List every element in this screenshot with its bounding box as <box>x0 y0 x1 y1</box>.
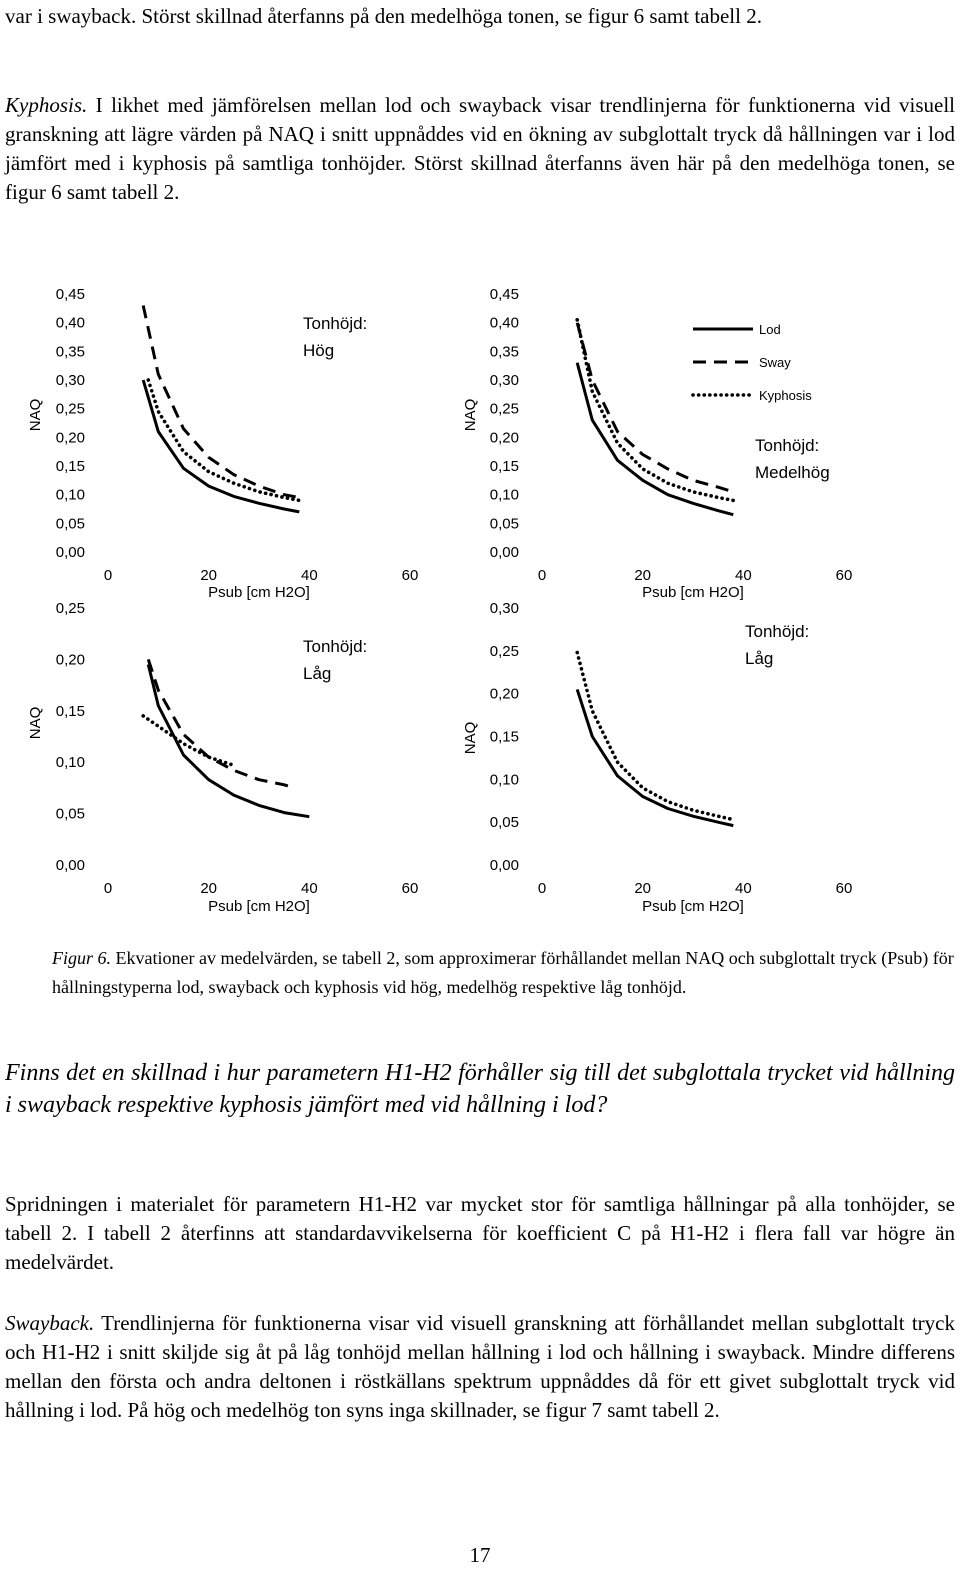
y-tick-label: 0,30 <box>490 600 519 617</box>
y-tick-label: 0,15 <box>490 729 519 746</box>
y-tick-label: 0,10 <box>56 487 85 504</box>
caption-text: Ekvationer av medelvärden, se tabell 2, … <box>52 948 954 997</box>
y-tick-label: 0,15 <box>56 458 85 475</box>
swayback-paragraph: Swayback. Trendlinjerna för funktionerna… <box>5 1309 955 1425</box>
series-line-sway <box>146 658 295 790</box>
legend-label-sway: Sway <box>759 355 791 370</box>
tonhojd-annotation: Tonhöjd: <box>303 637 367 656</box>
chart-panel-4: 0,00 0,05 0,10 0,15 0,20 0,25 0,30 0 20 40 60 Psub … <box>462 600 852 915</box>
tonhojd-annotation: Tonhöjd: <box>755 436 819 455</box>
x-tick-label: 40 <box>735 567 752 584</box>
tonhojd-annotation: Tonhöjd: <box>303 314 367 333</box>
tonhojd-annotation: Tonhöjd: <box>745 622 809 641</box>
x-tick-label: 0 <box>104 567 112 584</box>
series-line-kyphosis <box>141 714 236 768</box>
x-tick-label: 40 <box>301 880 318 897</box>
tonhojd-annotation: Låg <box>745 649 773 668</box>
y-axis-label: NAQ <box>27 707 44 740</box>
y-tick-label: 0,45 <box>56 286 85 303</box>
x-tick-label: 60 <box>836 880 853 897</box>
y-tick-label: 0,25 <box>56 401 85 418</box>
series-line-lod <box>141 379 300 514</box>
x-axis-label: Psub [cm H2O] <box>208 898 310 915</box>
y-tick-label: 0,00 <box>490 544 519 561</box>
y-tick-label: 0,15 <box>56 703 85 720</box>
x-tick-label: 20 <box>634 567 651 584</box>
figure-6: 0,00 0,05 0,10 0,15 0,20 0,25 0,30 0,35 0,40 0,45… <box>27 286 852 915</box>
y-tick-label: 0,30 <box>56 372 85 389</box>
y-tick-label: 0,35 <box>56 343 85 360</box>
x-tick-label: 60 <box>402 880 419 897</box>
kyphosis-paragraph: Kyphosis. I likhet med jämförelsen mella… <box>5 91 955 207</box>
x-tick-label: 0 <box>104 880 112 897</box>
x-tick-label: 20 <box>200 567 217 584</box>
x-tick-label: 60 <box>402 567 419 584</box>
tonhojd-annotation: Låg <box>303 664 331 683</box>
x-axis-label: Psub [cm H2O] <box>642 584 744 601</box>
y-tick-label: 0,25 <box>56 600 85 617</box>
series-line-lod <box>575 688 734 828</box>
swayback-text: Trendlinjerna för funktionerna visar vid… <box>5 1311 955 1422</box>
y-tick-label: 0,40 <box>56 315 85 332</box>
y-tick-label: 0,25 <box>490 643 519 660</box>
y-axis-label: NAQ <box>462 722 479 755</box>
y-tick-label: 0,20 <box>490 686 519 703</box>
kyphosis-text: I likhet med jämförelsen mellan lod och … <box>5 93 955 204</box>
series-line-lod <box>146 664 310 819</box>
legend-label-kyphosis: Kyphosis <box>759 388 812 403</box>
y-tick-label: 0,05 <box>490 814 519 831</box>
x-tick-label: 40 <box>735 880 752 897</box>
y-tick-label: 0,10 <box>490 771 519 788</box>
series-line-sway <box>141 305 300 499</box>
y-tick-label: 0,20 <box>490 429 519 446</box>
y-tick-label: 0,10 <box>490 487 519 504</box>
kyphosis-label: Kyphosis. <box>5 93 88 117</box>
y-tick-label: 0,20 <box>56 429 85 446</box>
chart-panel-2: 0,00 0,05 0,10 0,15 0,20 0,25 0,30 0,35 0,40 0,45… <box>462 286 852 601</box>
y-tick-label: 0,05 <box>56 515 85 532</box>
y-tick-label: 0,00 <box>56 544 85 561</box>
legend-label-lod: Lod <box>759 322 781 337</box>
x-tick-label: 0 <box>538 567 546 584</box>
y-axis-label: NAQ <box>462 399 479 432</box>
question-heading: Finns det en skillnad i hur parametern H… <box>5 1060 955 1118</box>
x-tick-label: 60 <box>836 567 853 584</box>
series-line-lod <box>575 362 734 517</box>
y-tick-label: 0,40 <box>490 315 519 332</box>
y-tick-label: 0,25 <box>490 401 519 418</box>
tonhojd-annotation: Hög <box>303 341 334 360</box>
series-line-kyphosis <box>146 378 302 503</box>
series-line-sway <box>575 322 734 494</box>
y-tick-label: 0,00 <box>490 857 519 874</box>
y-tick-label: 0,20 <box>56 651 85 668</box>
spread-paragraph: Spridningen i materialet för parametern … <box>5 1192 955 1274</box>
caption-label: Figur 6. <box>52 948 112 968</box>
x-axis-label: Psub [cm H2O] <box>208 584 310 601</box>
y-tick-label: 0,35 <box>490 343 519 360</box>
y-tick-label: 0,10 <box>56 754 85 771</box>
y-tick-label: 0,05 <box>490 515 519 532</box>
figure-caption: Figur 6. Ekvationer av medelvärden, se t… <box>52 944 957 1002</box>
x-tick-label: 0 <box>538 880 546 897</box>
series-line-kyphosis <box>575 317 736 503</box>
chart-panel-3: 0,00 0,05 0,10 0,15 0,20 0,25 0 20 40 60 Psub [cm … <box>27 600 418 915</box>
y-axis-label: NAQ <box>27 399 44 432</box>
tonhojd-annotation: Medelhög <box>755 463 830 482</box>
y-tick-label: 0,45 <box>490 286 519 303</box>
x-tick-label: 40 <box>301 567 318 584</box>
y-tick-label: 0,00 <box>56 857 85 874</box>
x-axis-label: Psub [cm H2O] <box>642 898 744 915</box>
x-tick-label: 20 <box>634 880 651 897</box>
chart-panel-1: 0,00 0,05 0,10 0,15 0,20 0,25 0,30 0,35 0,40 0,45… <box>27 286 418 601</box>
swayback-label: Swayback. <box>5 1311 95 1335</box>
series-line-kyphosis <box>575 650 736 822</box>
y-tick-label: 0,05 <box>56 806 85 823</box>
intro-paragraph: var i swayback. Störst skillnad återfann… <box>5 4 762 28</box>
x-tick-label: 20 <box>200 880 217 897</box>
page-number: 17 <box>469 1543 491 1567</box>
y-tick-label: 0,15 <box>490 458 519 475</box>
y-tick-label: 0,30 <box>490 372 519 389</box>
